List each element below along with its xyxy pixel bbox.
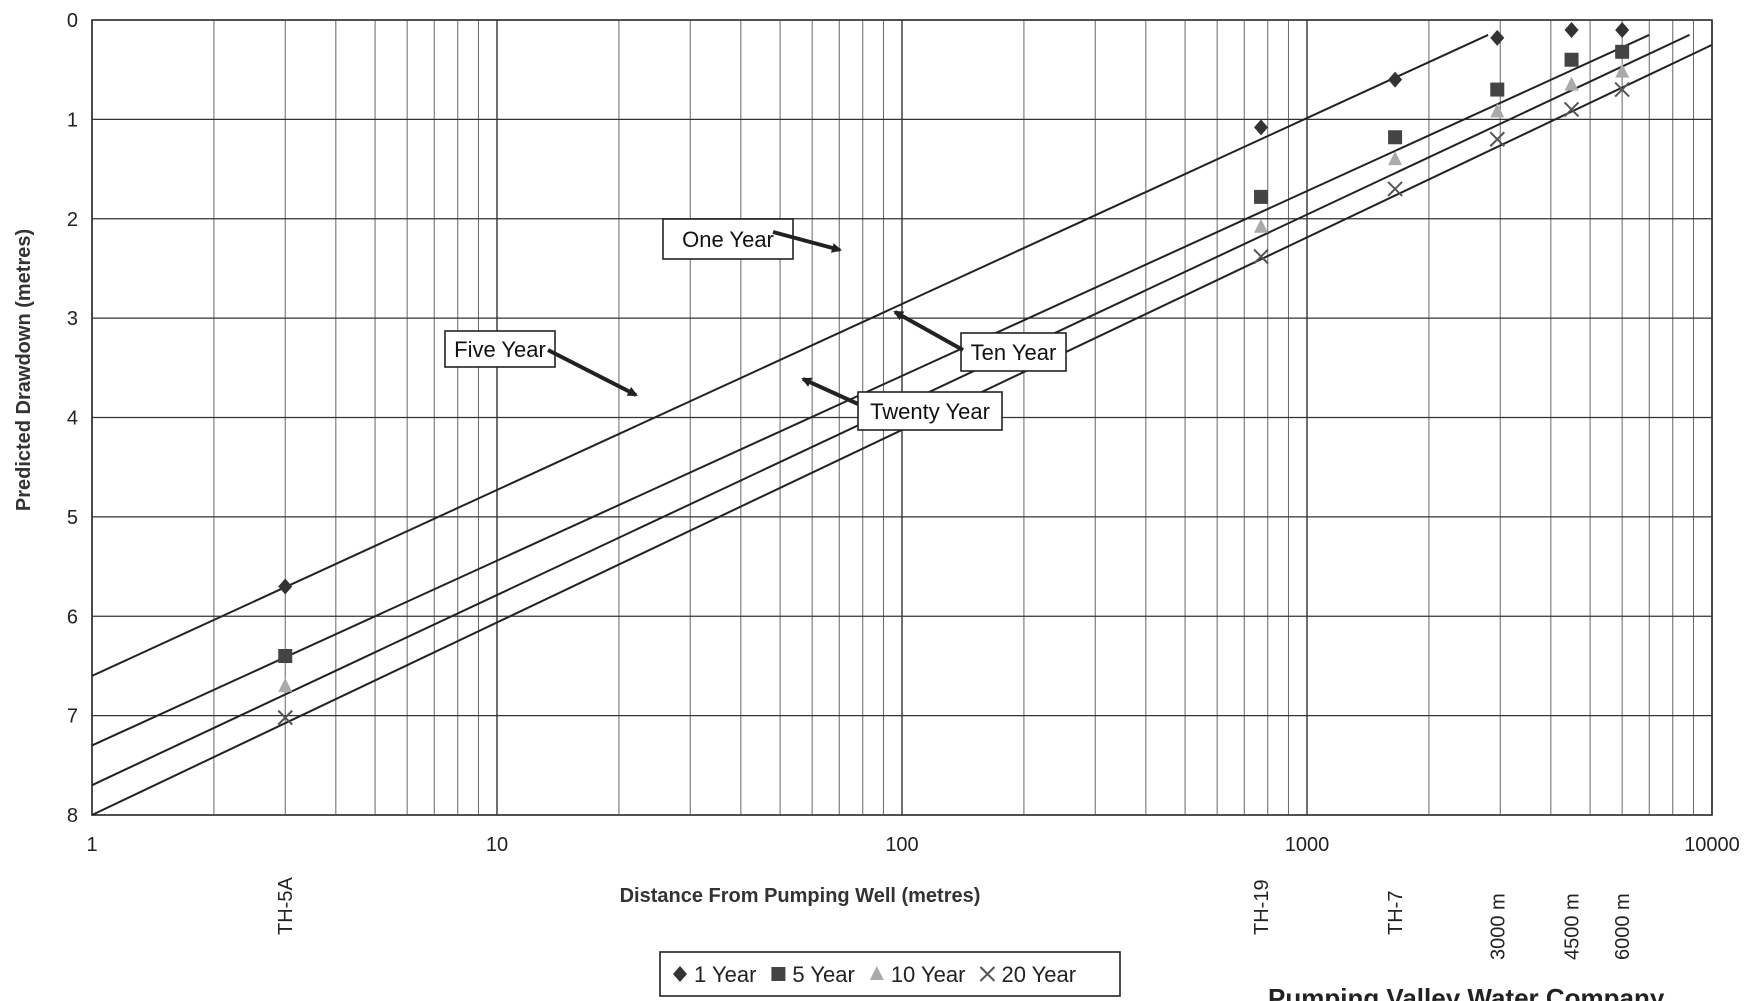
x-tick-label: 1 (86, 834, 97, 856)
trend-line (91, 33, 1489, 677)
well-marker-label: 3000 m (1487, 893, 1509, 960)
data-point-square (771, 967, 786, 981)
data-point-x (277, 709, 293, 726)
data-point-square (1388, 130, 1403, 145)
callout-box (857, 391, 1003, 431)
x-axis-title: Distance From Pumping Well (metres) (620, 885, 981, 907)
y-tick-label: 4 (67, 408, 78, 430)
data-point-square (1254, 189, 1269, 204)
callouts: One Year Five Year Ten Year Twenty Year (444, 218, 1067, 431)
data-point-diamond (1388, 71, 1403, 88)
legend-entry: 20 Year (979, 962, 1076, 987)
footer-title: Pumping Valley Water Company (1268, 983, 1665, 1001)
legend-entry: 5 Year (771, 962, 855, 987)
callout-arrow (801, 377, 859, 406)
data-point-triangle (1254, 218, 1269, 233)
x-tick-label: 100 (885, 834, 918, 856)
y-tick-label: 3 (67, 308, 78, 330)
data-point-square (278, 649, 293, 663)
legend-label: 10 Year (891, 962, 966, 987)
well-marker-label: TH-7 (1385, 891, 1407, 935)
well-marker-label: 4500 m (1562, 893, 1584, 960)
well-marker-label: 6000 m (1612, 893, 1634, 960)
callout-box (662, 218, 794, 260)
y-tick-label: 6 (67, 606, 78, 628)
callout-box (960, 332, 1067, 372)
data-point-x (1614, 81, 1630, 98)
data-point-x (979, 966, 996, 982)
data-point-triangle (1388, 151, 1403, 166)
y-tick-label: 7 (67, 706, 78, 728)
y-axis-title: Predicted Drawdown (metres) (13, 229, 35, 511)
well-markers: TH-5A TH-19 TH-7 3000 m 4500 m 6000 m (275, 877, 1634, 960)
well-marker-label: TH-5A (275, 877, 297, 935)
data-point-triangle (1490, 103, 1505, 118)
callout-label: One Year (682, 227, 774, 252)
legend: 1 Year 5 Year 10 Year 20 Year (659, 951, 1121, 997)
data-point-diamond (278, 578, 293, 595)
legend-label: 1 Year (694, 962, 756, 987)
x-tick-label: 10 (486, 834, 508, 856)
data-point-diamond (673, 966, 687, 982)
data-point-square (1490, 82, 1505, 97)
well-marker-label: TH-19 (1251, 879, 1273, 935)
callout-label: Twenty Year (870, 399, 990, 424)
data-point-x (1387, 181, 1403, 197)
data-point-x (1563, 101, 1580, 118)
legend-box (659, 951, 1121, 997)
callout-label: Five Year (454, 337, 546, 362)
x-tick-label: 1000 (1285, 834, 1330, 856)
legend-label: 5 Year (792, 962, 854, 987)
x-tick-label: 10000 (1684, 834, 1740, 856)
data-point-diamond (1615, 21, 1630, 38)
data-point-square (1615, 44, 1630, 59)
trend-line (91, 33, 1650, 747)
y-tick-label: 5 (67, 507, 78, 529)
callout-arrow (547, 348, 638, 397)
legend-entry: 10 Year (869, 962, 966, 987)
y-tick-label: 1 (67, 109, 78, 131)
legend-entry: 1 Year (673, 962, 756, 987)
data-point-triangle (278, 677, 293, 692)
callout-box (444, 330, 556, 368)
legend-label: 20 Year (1001, 962, 1076, 987)
y-tick-label: 2 (67, 209, 78, 231)
callout-arrow (893, 310, 964, 352)
data-points (277, 21, 1630, 726)
data-point-diamond (1490, 29, 1505, 46)
data-point-x (1489, 131, 1505, 147)
y-tick-label: 8 (67, 805, 78, 827)
data-point-triangle (869, 966, 884, 980)
data-point-square (1564, 52, 1579, 67)
callout-arrow (772, 230, 842, 253)
y-tick-label: 0 (67, 10, 78, 32)
data-point-diamond (1254, 119, 1269, 136)
callout-label: Ten Year (971, 340, 1057, 365)
data-point-x (1253, 248, 1269, 265)
data-point-diamond (1564, 21, 1579, 38)
data-point-triangle (1564, 76, 1579, 91)
data-point-triangle (1615, 63, 1630, 78)
